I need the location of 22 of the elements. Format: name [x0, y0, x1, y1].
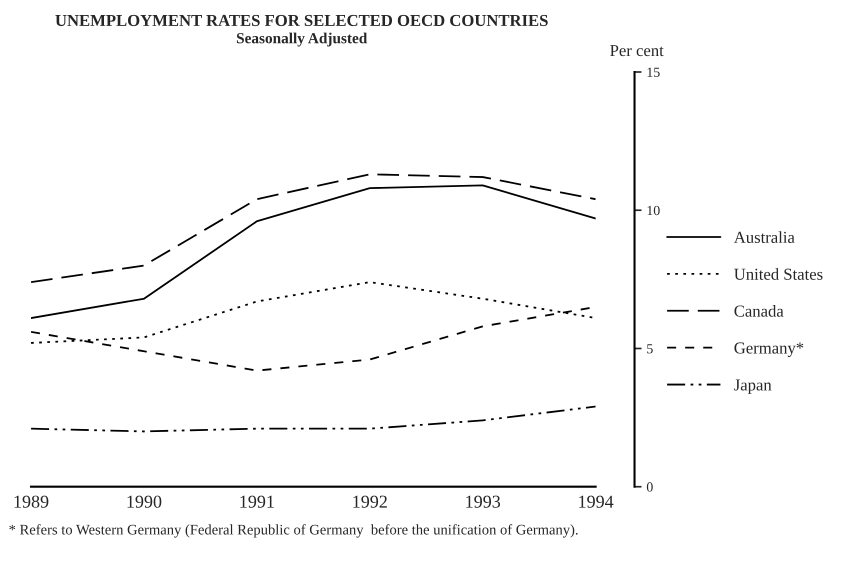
line-series	[31, 173, 596, 284]
y-tick-label: 0	[646, 482, 653, 492]
legend-label: Australia	[734, 231, 795, 243]
text: * Refers to Western Germany (Federal Republic of Germany before the unification of Germany).	[9, 524, 578, 538]
y-tick-label: 10	[648, 206, 660, 216]
x-tick-label: 1994	[579, 496, 614, 508]
legend-label: Canada	[734, 305, 784, 317]
chart-title: UNEMPLOYMENT RATES FOR SELECTED OECD COUNTRIES	[55, 14, 548, 26]
legend-label: United States	[734, 268, 823, 280]
line-series	[31, 184, 596, 319]
chart-subtitle: Seasonally Adjusted	[236, 32, 368, 46]
line-series	[31, 406, 596, 432]
x-tick-label: 1991	[240, 496, 274, 508]
legend-label: Germany*	[734, 342, 804, 358]
y-tick-label: 5	[647, 344, 653, 354]
x-tick-label: 1993	[466, 496, 500, 508]
x-tick-label: 1990	[127, 496, 162, 508]
legend-label: Japan	[734, 379, 772, 394]
x-tick-label: 1992	[353, 496, 387, 508]
x-tick-label: 1989	[14, 496, 48, 508]
y-axis-title: Per cent	[610, 45, 664, 56]
y-tick-label: 15	[648, 68, 660, 77]
